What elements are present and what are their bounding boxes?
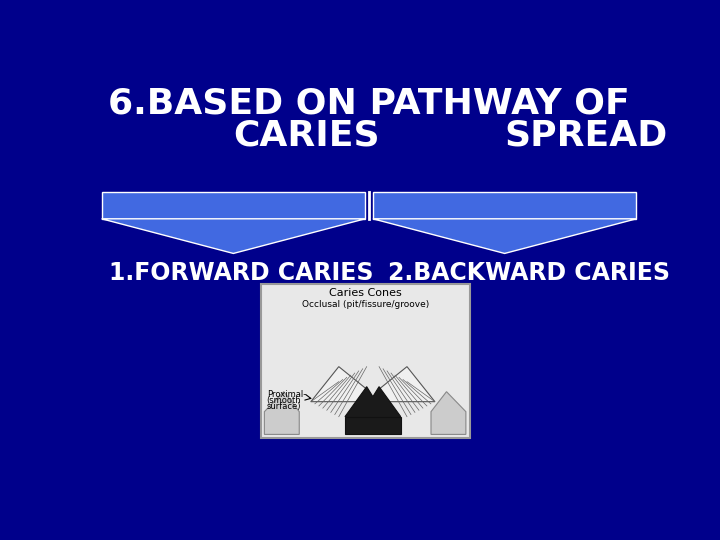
Text: Caries Cones: Caries Cones (329, 288, 402, 299)
Text: 6.BASED ON PATHWAY OF: 6.BASED ON PATHWAY OF (108, 86, 630, 120)
Text: surface): surface) (266, 402, 301, 411)
Bar (261, 284, 469, 438)
Polygon shape (102, 192, 365, 219)
Text: Occlusal (pit/fissure/groove): Occlusal (pit/fissure/groove) (302, 300, 428, 309)
Polygon shape (379, 367, 435, 402)
Polygon shape (264, 392, 300, 434)
Polygon shape (311, 367, 366, 402)
Polygon shape (373, 219, 636, 253)
Polygon shape (102, 219, 365, 253)
Text: 1.FORWARD CARIES: 1.FORWARD CARIES (109, 261, 374, 285)
Text: 2.BACKWARD CARIES: 2.BACKWARD CARIES (388, 261, 670, 285)
Polygon shape (373, 192, 636, 219)
Text: CARIES: CARIES (233, 119, 380, 153)
Text: SPREAD: SPREAD (505, 119, 668, 153)
Text: Proximal-: Proximal- (266, 390, 306, 399)
Bar (345, 417, 401, 434)
Text: (smooth: (smooth (266, 396, 302, 404)
Polygon shape (345, 387, 401, 417)
Polygon shape (431, 392, 466, 434)
